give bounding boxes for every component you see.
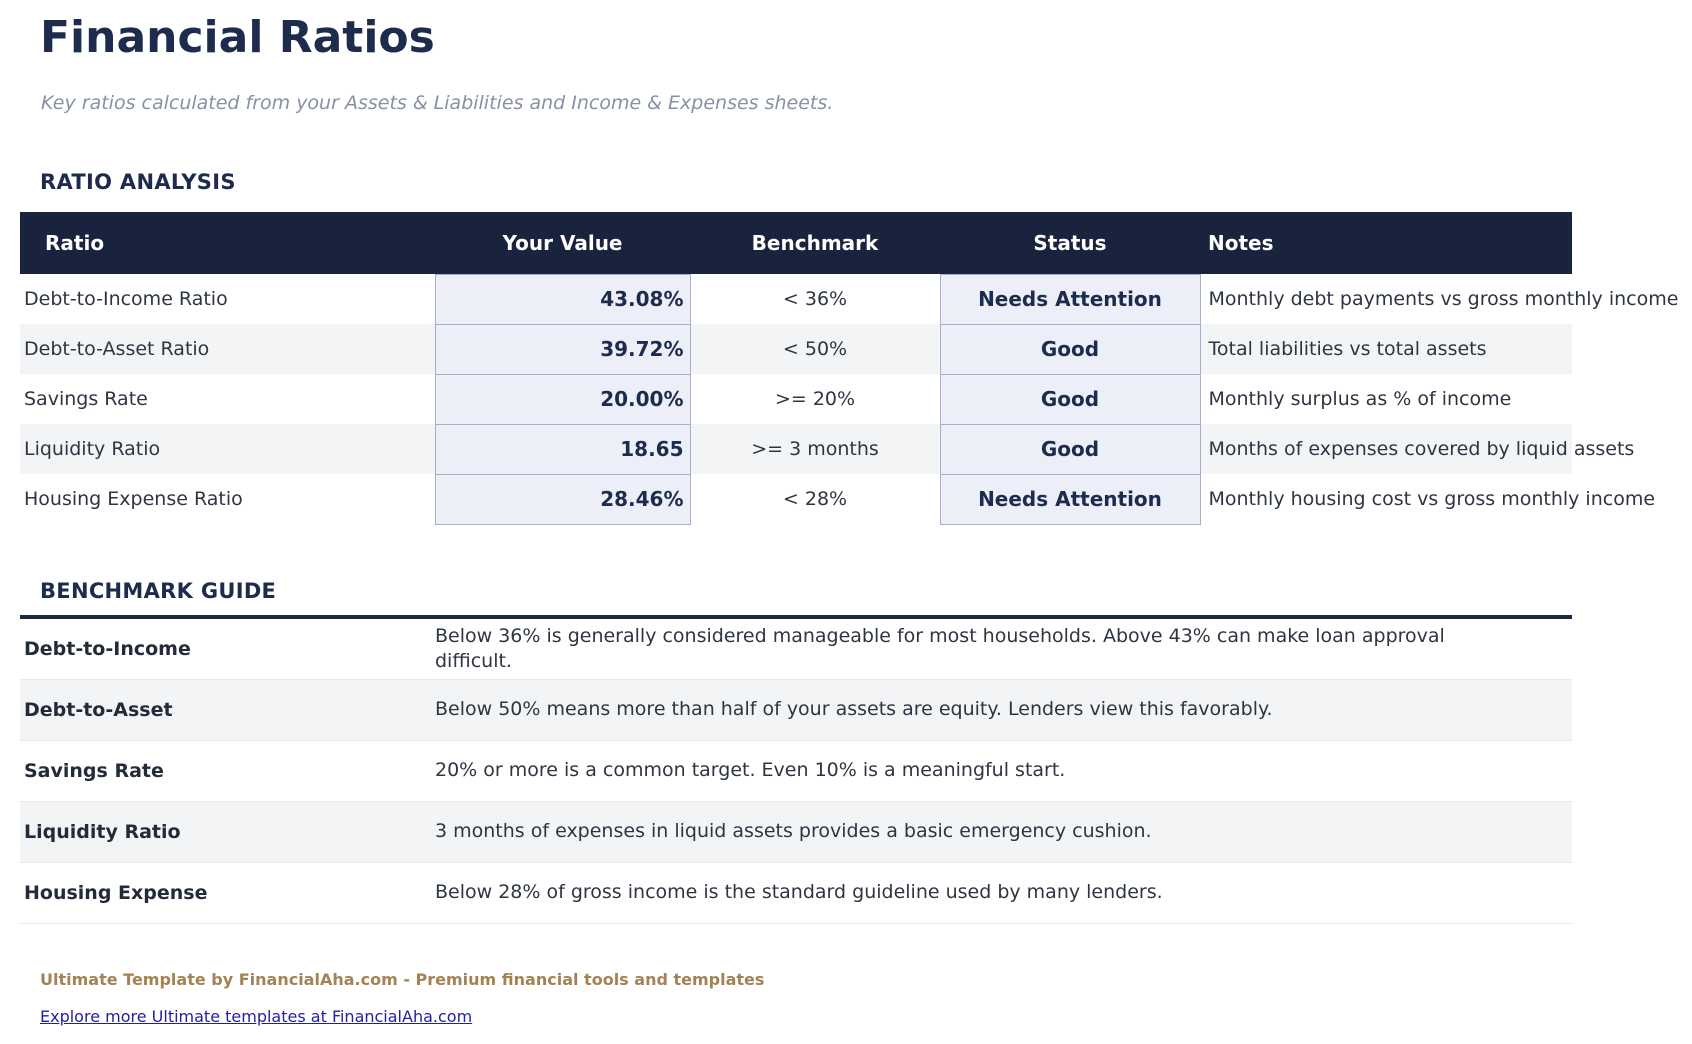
benchmark-guide-table: Debt-to-Income Below 36% is generally co…: [20, 614, 1572, 924]
table-row: Debt-to-Income Ratio 43.08% < 36% Needs …: [20, 273, 1679, 325]
table-row: Housing Expense Ratio 28.46% < 28% Needs…: [20, 473, 1656, 525]
value-cell: 43.08%: [434, 273, 691, 325]
value-cell: 20.00%: [434, 373, 691, 425]
guide-description-text: 20% or more is a common target. Even 10%…: [435, 759, 1066, 782]
value-cell: 28.46%: [434, 473, 691, 525]
ratio-analysis-heading: RATIO ANALYSIS: [40, 170, 236, 195]
footer-credit: Ultimate Template by FinancialAha.com - …: [40, 969, 765, 989]
financial-ratios-page: Financial Ratios Key ratios calculated f…: [0, 12, 1692, 1026]
footer-link[interactable]: Explore more Ultimate templates at Finan…: [40, 1006, 473, 1026]
notes-cell: Monthly debt payments vs gross monthly i…: [1208, 288, 1679, 311]
ratio-name-cell: Debt-to-Asset Ratio: [24, 338, 210, 361]
ratio-name-cell: Debt-to-Income Ratio: [24, 288, 228, 311]
guide-label: Debt-to-Asset: [24, 698, 173, 721]
guide-row: Housing Expense Below 28% of gross incom…: [20, 862, 1572, 924]
ratio-name-cell: Savings Rate: [24, 388, 148, 411]
value-cell: 39.72%: [434, 323, 691, 375]
ratio-analysis-table: Ratio Your Value Benchmark Status Notes …: [20, 212, 1679, 525]
page-subtitle: Key ratios calculated from your Assets &…: [41, 92, 834, 115]
status-cell: Needs Attention: [939, 273, 1201, 325]
guide-description: 3 months of expenses in liquid assets pr…: [435, 801, 1572, 862]
status-cell: Good: [939, 323, 1201, 375]
guide-row: Liquidity Ratio 3 months of expenses in …: [20, 801, 1572, 863]
ratio-name-cell: Housing Expense Ratio: [24, 488, 243, 511]
guide-label: Liquidity Ratio: [24, 820, 181, 843]
benchmark-cell: >= 20%: [774, 388, 856, 411]
guide-description-text: 3 months of expenses in liquid assets pr…: [435, 820, 1152, 843]
benchmark-cell: < 36%: [782, 288, 848, 311]
table-row: Savings Rate 20.00% >= 20% Good Monthly …: [20, 373, 1572, 425]
guide-row: Debt-to-Asset Below 50% means more than …: [20, 679, 1572, 741]
column-header-ratio: Ratio: [20, 212, 435, 275]
notes-cell: Monthly surplus as % of income: [1208, 388, 1512, 411]
guide-label: Housing Expense: [24, 881, 208, 904]
guide-label: Savings Rate: [24, 759, 164, 782]
guide-description: Below 36% is generally considered manage…: [435, 617, 1572, 680]
status-cell: Good: [939, 373, 1201, 425]
guide-description: Below 28% of gross income is the standar…: [435, 862, 1572, 923]
column-header-benchmark: Benchmark: [690, 212, 940, 275]
status-cell: Good: [939, 423, 1201, 475]
notes-cell: Monthly housing cost vs gross monthly in…: [1208, 488, 1656, 511]
guide-description-text: Below 28% of gross income is the standar…: [435, 881, 1163, 904]
benchmark-guide-heading: BENCHMARK GUIDE: [40, 578, 277, 603]
table-row: Debt-to-Asset Ratio 39.72% < 50% Good To…: [20, 323, 1572, 375]
column-header-notes: Notes: [1200, 212, 1572, 275]
guide-description-text: Below 36% is generally considered manage…: [435, 624, 1445, 672]
status-cell: Needs Attention: [939, 473, 1201, 525]
guide-description-text: Below 50% means more than half of your a…: [435, 698, 1273, 721]
benchmark-cell: < 50%: [782, 338, 848, 361]
notes-cell: Months of expenses covered by liquid ass…: [1208, 438, 1635, 461]
benchmark-cell: < 28%: [782, 488, 848, 511]
ratio-table-header-row: Ratio Your Value Benchmark Status Notes: [20, 212, 1572, 275]
page-footer: Ultimate Template by FinancialAha.com - …: [0, 970, 1692, 1026]
guide-description: 20% or more is a common target. Even 10%…: [435, 740, 1572, 801]
table-row: Liquidity Ratio 18.65 >= 3 months Good M…: [20, 423, 1635, 475]
guide-row: Savings Rate 20% or more is a common tar…: [20, 740, 1572, 802]
ratio-name-cell: Liquidity Ratio: [24, 438, 161, 461]
benchmark-cell: >= 3 months: [751, 438, 879, 461]
column-header-your-value: Your Value: [435, 212, 690, 275]
value-cell: 18.65: [434, 423, 691, 475]
column-header-status: Status: [940, 212, 1200, 275]
guide-row: Debt-to-Income Below 36% is generally co…: [20, 616, 1572, 680]
page-title: Financial Ratios: [40, 12, 435, 63]
guide-description: Below 50% means more than half of your a…: [435, 679, 1572, 740]
notes-cell: Total liabilities vs total assets: [1208, 338, 1487, 361]
guide-label: Debt-to-Income: [24, 637, 191, 660]
